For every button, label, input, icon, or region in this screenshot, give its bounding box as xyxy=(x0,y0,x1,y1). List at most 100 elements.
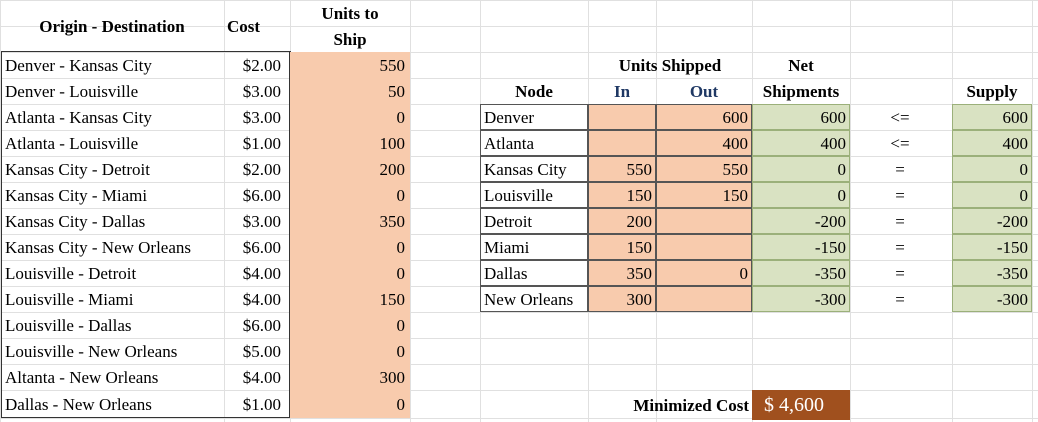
node-constraint-operator: = xyxy=(895,159,905,179)
node-constraint-operator: <= xyxy=(890,133,910,153)
route-cost: $3.00 xyxy=(242,211,281,231)
route-cost: $2.00 xyxy=(242,159,281,179)
route-units-to-ship[interactable]: 50 xyxy=(388,81,405,101)
route-units-to-ship[interactable]: 0 xyxy=(396,315,406,335)
route-cost: $4.00 xyxy=(242,263,281,283)
node-units-out[interactable] xyxy=(656,234,752,260)
route-units-to-ship[interactable]: 300 xyxy=(379,367,406,387)
node-units-out[interactable]: 400 xyxy=(656,130,752,156)
node-units-in[interactable]: 150 xyxy=(588,182,656,208)
route-cost: $2.00 xyxy=(242,55,281,75)
header-net-line2: Shipments xyxy=(762,81,840,101)
node-units-out[interactable]: 0 xyxy=(656,260,752,286)
header-cost: Cost xyxy=(227,16,261,36)
route-units-to-ship[interactable]: 200 xyxy=(379,159,406,179)
node-net-shipments[interactable]: -150 xyxy=(752,234,850,260)
header-origin-destination: Origin - Destination xyxy=(39,16,185,36)
node-units-out[interactable] xyxy=(656,208,752,234)
route-label: Kansas City - Detroit xyxy=(5,159,150,179)
route-cost: $1.00 xyxy=(242,394,281,414)
header-units-to-ship-line2: Ship xyxy=(333,29,367,49)
node-name: Miami xyxy=(480,234,588,260)
node-net-shipments[interactable]: 0 xyxy=(752,182,850,208)
route-label: Atlanta - Louisville xyxy=(5,133,139,153)
node-units-in[interactable]: 150 xyxy=(588,234,656,260)
route-cost: $6.00 xyxy=(242,315,281,335)
route-label: Altanta - New Orleans xyxy=(5,367,159,387)
routes-table-border xyxy=(1,52,290,418)
left-table-header-border xyxy=(1,51,291,52)
node-supply[interactable]: 0 xyxy=(952,156,1032,182)
node-constraint-operator: = xyxy=(895,237,905,257)
node-constraint-operator: = xyxy=(895,185,905,205)
route-label: Denver - Kansas City xyxy=(5,55,152,75)
route-units-to-ship[interactable]: 0 xyxy=(396,263,406,283)
node-supply[interactable]: -150 xyxy=(952,234,1032,260)
route-cost: $4.00 xyxy=(242,367,281,387)
node-units-out[interactable] xyxy=(656,286,752,312)
node-name: Kansas City xyxy=(480,156,588,182)
header-node: Node xyxy=(515,81,553,101)
node-net-shipments[interactable]: -350 xyxy=(752,260,850,286)
node-net-shipments[interactable]: 0 xyxy=(752,156,850,182)
header-units-to-ship-line1: Units to xyxy=(321,3,379,23)
node-supply[interactable]: -350 xyxy=(952,260,1032,286)
node-constraint-operator: = xyxy=(895,263,905,283)
route-units-to-ship[interactable]: 150 xyxy=(379,289,406,309)
route-label: Dallas - New Orleans xyxy=(5,394,152,414)
header-supply: Supply xyxy=(966,81,1018,101)
header-out: Out xyxy=(689,81,719,101)
route-units-to-ship[interactable]: 100 xyxy=(379,133,406,153)
route-units-to-ship[interactable]: 0 xyxy=(396,394,406,414)
route-label: Atlanta - Kansas City xyxy=(5,107,152,127)
node-units-out[interactable]: 550 xyxy=(656,156,752,182)
node-units-in[interactable]: 300 xyxy=(588,286,656,312)
route-cost: $6.00 xyxy=(242,237,281,257)
route-cost: $6.00 xyxy=(242,185,281,205)
node-supply[interactable]: 0 xyxy=(952,182,1032,208)
header-units-shipped: Units Shipped xyxy=(618,55,722,75)
node-supply[interactable]: -300 xyxy=(952,286,1032,312)
node-name: Detroit xyxy=(480,208,588,234)
route-cost: $4.00 xyxy=(242,289,281,309)
minimized-cost-value[interactable]: $ 4,600 xyxy=(752,390,850,420)
node-supply[interactable]: 400 xyxy=(952,130,1032,156)
node-supply[interactable]: 600 xyxy=(952,104,1032,130)
header-net-line1: Net xyxy=(788,55,814,75)
route-units-to-ship[interactable]: 350 xyxy=(379,211,406,231)
node-units-in[interactable]: 550 xyxy=(588,156,656,182)
node-units-in[interactable]: 350 xyxy=(588,260,656,286)
route-cost: $1.00 xyxy=(242,133,281,153)
node-net-shipments[interactable]: -300 xyxy=(752,286,850,312)
route-units-to-ship[interactable]: 0 xyxy=(396,107,406,127)
node-supply[interactable]: -200 xyxy=(952,208,1032,234)
route-units-to-ship[interactable]: 0 xyxy=(396,185,406,205)
route-label: Kansas City - Miami xyxy=(5,185,148,205)
node-net-shipments[interactable]: 400 xyxy=(752,130,850,156)
route-cost: $3.00 xyxy=(242,107,281,127)
route-units-to-ship[interactable]: 0 xyxy=(396,341,406,361)
node-units-in[interactable] xyxy=(588,130,656,156)
node-name: Denver xyxy=(480,104,588,130)
node-constraint-operator: = xyxy=(895,289,905,309)
node-constraint-operator: <= xyxy=(890,107,910,127)
route-label: Kansas City - New Orleans xyxy=(5,237,192,257)
node-name: Louisville xyxy=(480,182,588,208)
minimized-cost-label: Minimized Cost xyxy=(633,395,749,415)
node-name: Atlanta xyxy=(480,130,588,156)
route-units-to-ship[interactable]: 550 xyxy=(379,55,406,75)
node-units-out[interactable]: 600 xyxy=(656,104,752,130)
node-net-shipments[interactable]: 600 xyxy=(752,104,850,130)
route-label: Kansas City - Dallas xyxy=(5,211,146,231)
route-cost: $5.00 xyxy=(242,341,281,361)
node-constraint-operator: = xyxy=(895,211,905,231)
node-units-out[interactable]: 150 xyxy=(656,182,752,208)
route-units-to-ship[interactable]: 0 xyxy=(396,237,406,257)
units-to-ship-column xyxy=(290,52,410,418)
node-units-in[interactable] xyxy=(588,104,656,130)
route-cost: $3.00 xyxy=(242,81,281,101)
node-net-shipments[interactable]: -200 xyxy=(752,208,850,234)
route-label: Louisville - Miami xyxy=(5,289,134,309)
node-units-in[interactable]: 200 xyxy=(588,208,656,234)
node-name: New Orleans xyxy=(480,286,588,312)
